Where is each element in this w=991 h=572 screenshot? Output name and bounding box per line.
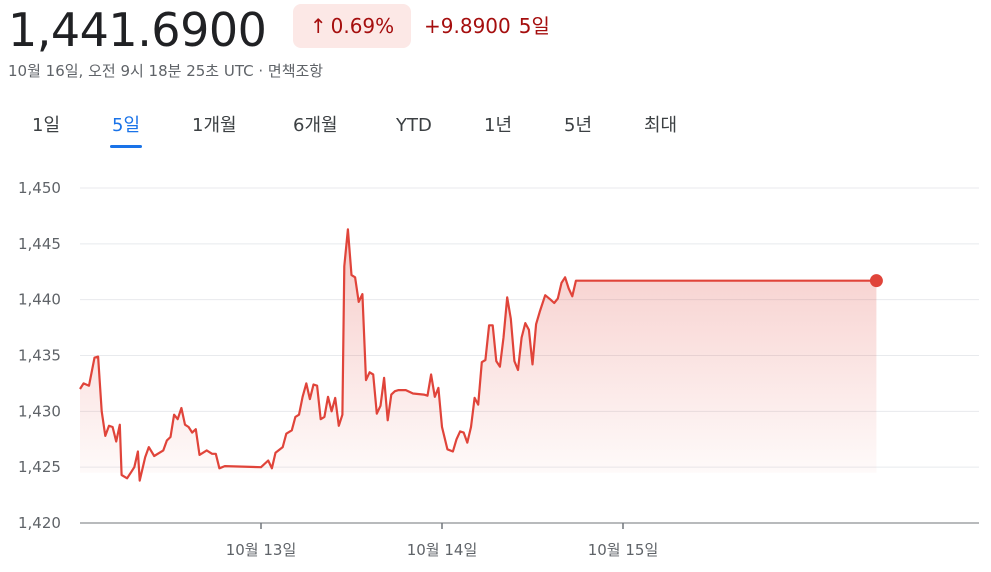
change-absolute-value: +9.8900 — [424, 14, 511, 38]
price-line — [79, 228, 877, 482]
y-tick-label: 1,435 — [18, 347, 61, 365]
x-tick-label: 10월 14일 — [407, 541, 478, 559]
x-tick-label: 10월 13일 — [226, 541, 297, 559]
tab-1y[interactable]: 1년 — [484, 115, 513, 136]
timestamp-disclaimer[interactable]: 10월 16일, 오전 9시 18분 25초 UTC · 면책조항 — [8, 62, 324, 80]
y-tick-label: 1,425 — [18, 458, 61, 476]
price-value: 1,441.6900 — [8, 3, 267, 57]
tab-5d[interactable]: 5일 — [109, 108, 143, 148]
price-area-fill — [80, 229, 877, 481]
tab-1m[interactable]: 1개월 — [192, 115, 237, 136]
tab-ytd[interactable]: YTD — [396, 115, 432, 136]
last-price-dot — [869, 274, 883, 288]
tab-1d[interactable]: 1일 — [32, 115, 61, 136]
tab-max[interactable]: 최대 — [644, 115, 678, 136]
change-percent-value: 0.69% — [330, 14, 395, 38]
tab-5y[interactable]: 5년 — [564, 115, 593, 136]
y-tick-label: 1,445 — [18, 235, 61, 253]
y-tick-label: 1,450 — [18, 179, 61, 197]
y-tick-label: 1,420 — [18, 514, 61, 532]
price-chart[interactable]: 1,450 1,445 1,440 1,435 1,430 1,425 1,420 10월 1… — [0, 160, 991, 572]
y-tick-label: 1,440 — [18, 291, 61, 309]
change-period-label: 5일 — [518, 14, 550, 38]
arrow-up-icon: ↑ — [309, 14, 327, 38]
tab-6m[interactable]: 6개월 — [293, 115, 338, 136]
change-summary: +9.8900 5일 — [424, 12, 550, 40]
y-tick-label: 1,430 — [18, 402, 61, 420]
x-tick-label: 10월 15일 — [588, 541, 659, 559]
change-percent-badge: ↑ 0.69% — [293, 4, 411, 48]
range-tabs: 1일 5일 1개월 6개월 YTD 1년 5년 최대 — [0, 108, 991, 148]
